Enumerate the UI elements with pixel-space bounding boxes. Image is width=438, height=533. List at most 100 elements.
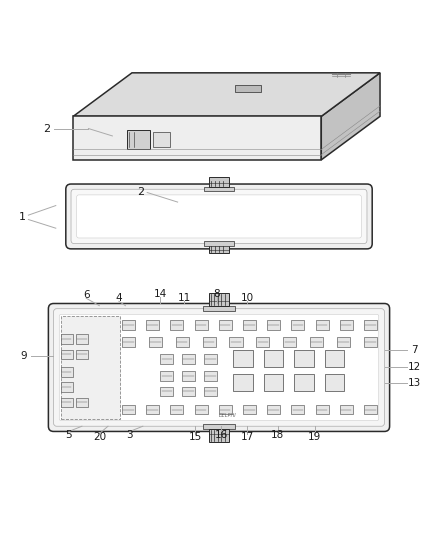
Bar [60,398,73,407]
Bar [340,320,353,330]
Bar [61,316,120,419]
Bar [204,386,217,396]
Text: 14: 14 [154,289,167,299]
Polygon shape [321,73,380,160]
Bar [146,320,159,330]
Bar [243,320,256,330]
Bar [60,350,73,359]
Bar [291,405,304,415]
FancyBboxPatch shape [66,184,372,249]
Bar [182,372,195,381]
Bar [76,350,88,359]
Text: 4: 4 [116,293,122,303]
Bar [182,386,195,396]
Bar [60,334,73,344]
Bar [170,320,184,330]
Bar [230,337,243,346]
Text: 9: 9 [21,351,27,361]
Text: 5: 5 [66,430,72,440]
Bar [146,405,159,415]
Bar [364,337,377,346]
FancyBboxPatch shape [71,189,367,244]
Bar [219,405,232,415]
Text: 6: 6 [83,290,89,300]
Bar [310,337,323,346]
Bar [315,405,328,415]
Text: 7: 7 [412,345,418,355]
Bar [256,337,269,346]
Bar [149,337,162,346]
Text: 8: 8 [213,289,220,299]
Bar [267,405,280,415]
Bar [176,337,189,346]
Bar [160,372,173,381]
Bar [122,337,135,346]
Text: 1: 1 [19,212,26,222]
Bar [160,354,173,364]
Bar [76,334,88,344]
Text: 11: 11 [177,293,191,303]
Text: 2: 2 [43,124,51,134]
Bar [264,375,283,391]
Bar [204,187,234,191]
Bar [208,177,230,187]
Polygon shape [73,73,380,116]
Text: 19: 19 [308,432,321,442]
Bar [283,337,297,346]
Text: 10: 10 [241,293,254,303]
Bar [267,320,280,330]
Bar [204,241,234,246]
Bar [203,305,235,311]
Bar [340,405,353,415]
Bar [315,320,328,330]
Polygon shape [73,116,321,160]
Bar [76,398,88,407]
Bar [170,405,184,415]
Bar [122,320,135,330]
Bar [364,320,377,330]
Bar [235,85,261,92]
Bar [364,405,377,415]
Bar [194,320,208,330]
Bar [233,351,253,367]
Text: 18: 18 [271,430,284,440]
FancyBboxPatch shape [53,309,385,426]
Bar [243,405,256,415]
Text: 2: 2 [137,187,144,197]
Bar [219,320,232,330]
Text: 13: 13 [408,378,421,387]
Bar [325,375,344,391]
Bar [127,130,150,149]
Bar [122,405,135,415]
FancyBboxPatch shape [59,314,379,421]
Bar [325,351,344,367]
Text: 12: 12 [408,362,421,373]
FancyBboxPatch shape [48,303,390,431]
Bar [208,293,230,305]
Bar [203,337,215,346]
Text: DELPHI: DELPHI [219,413,237,418]
Bar [194,405,208,415]
Text: 15: 15 [188,432,201,442]
Bar [204,354,217,364]
Text: 20: 20 [93,432,106,442]
Bar [204,372,217,381]
Bar [294,351,314,367]
Bar [294,375,314,391]
Bar [208,429,230,442]
Text: 16: 16 [215,430,228,440]
Bar [160,386,173,396]
Bar [152,132,170,147]
Bar [203,424,235,429]
Text: 3: 3 [127,430,133,440]
Bar [233,375,253,391]
Text: 17: 17 [240,432,254,442]
Bar [291,320,304,330]
Bar [60,382,73,392]
Bar [60,367,73,377]
FancyBboxPatch shape [77,195,361,238]
Bar [208,244,230,253]
Bar [182,354,195,364]
Bar [264,351,283,367]
Bar [337,337,350,346]
